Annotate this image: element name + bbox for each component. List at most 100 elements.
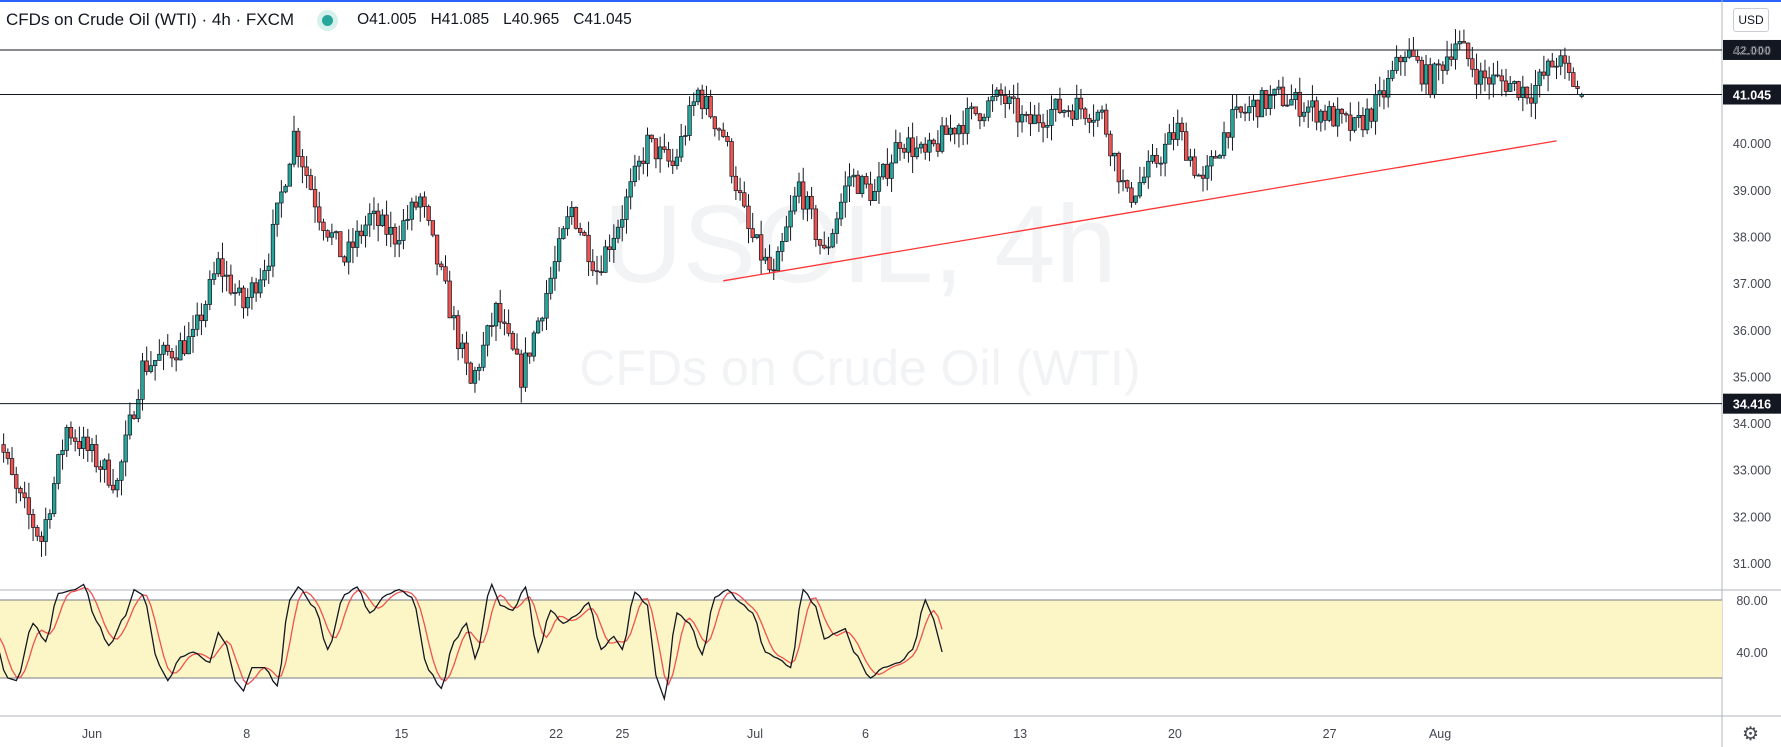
market-status-icon: [322, 14, 334, 26]
candle-up: [788, 210, 793, 228]
candle-up: [876, 176, 882, 192]
candle-down: [716, 128, 722, 131]
time-tick-label: 13: [1013, 727, 1027, 741]
candle-down: [1566, 62, 1572, 73]
candle-up: [405, 218, 410, 221]
candle-up: [628, 181, 633, 198]
candle-up: [1099, 109, 1105, 113]
candle-down: [1108, 133, 1113, 157]
candle-up: [119, 461, 124, 481]
candle-down: [1562, 55, 1568, 64]
candle-up: [645, 134, 650, 164]
candle-up: [939, 125, 945, 152]
candle-down: [1550, 60, 1555, 68]
candle-down: [489, 325, 494, 327]
time-tick-label: 22: [549, 727, 563, 741]
candle-up: [843, 185, 848, 203]
price-tick-label: 35.000: [1733, 370, 1771, 384]
time-tick-label: 6: [862, 727, 869, 741]
candle-up: [136, 398, 141, 419]
candle-up: [485, 325, 490, 346]
candle-down: [510, 332, 515, 350]
candle-down: [68, 427, 74, 439]
candle-up: [224, 274, 229, 277]
candle-up: [1491, 74, 1496, 85]
price-tick-label: 33.000: [1733, 464, 1771, 478]
gear-icon[interactable]: ⚙: [1742, 724, 1760, 745]
candle-up: [270, 223, 276, 267]
open-value: O41.005: [357, 11, 417, 28]
candle-up: [1230, 109, 1235, 138]
candle-down: [1440, 64, 1446, 71]
candle-down: [220, 258, 225, 277]
candle-down: [359, 230, 364, 237]
candle-up: [687, 105, 692, 136]
candle-down: [573, 207, 579, 229]
candle-up: [1141, 176, 1147, 183]
candle-down: [700, 89, 705, 110]
candle-up: [64, 427, 69, 451]
candle-up: [451, 315, 457, 319]
candle-up: [291, 130, 297, 165]
candle-up: [792, 195, 797, 212]
candle-down: [1003, 95, 1008, 105]
candle-up: [401, 220, 406, 241]
candle-up: [561, 228, 566, 240]
candle-up: [1158, 162, 1164, 165]
candle-up: [123, 434, 128, 463]
currency-button[interactable]: USD: [1733, 8, 1769, 32]
candle-up: [1133, 195, 1138, 203]
candle-up: [186, 336, 191, 355]
candle-down: [607, 246, 612, 250]
candle-down: [1482, 70, 1488, 79]
candle-up: [1188, 156, 1193, 161]
candle-up: [1074, 97, 1079, 120]
level-label: 34.416: [1733, 398, 1771, 412]
candle-down: [413, 201, 419, 208]
candle-up: [556, 238, 562, 262]
candle-down: [1280, 86, 1286, 107]
candle-down: [935, 143, 941, 152]
candle-up: [1019, 114, 1025, 123]
candle-up: [918, 143, 924, 149]
candle-down: [182, 340, 187, 355]
candle-up: [611, 237, 616, 250]
candle-up: [704, 95, 709, 110]
oscillator-tick-label: 40.00: [1736, 646, 1767, 660]
candle-down: [1263, 90, 1269, 109]
candle-down: [468, 362, 473, 384]
candle-up: [552, 261, 558, 279]
candle-down: [1415, 56, 1420, 61]
candle-up: [1453, 43, 1458, 60]
candle-down: [1436, 63, 1441, 66]
symbol-title[interactable]: CFDs on Crude Oil (WTI) · 4h · FXCM: [6, 10, 295, 29]
candle-down: [952, 127, 957, 135]
candle-up: [805, 195, 810, 210]
candle-up: [615, 226, 621, 239]
candle-down: [30, 514, 36, 528]
candle-up: [1373, 94, 1378, 122]
candle-down: [338, 231, 343, 258]
candle-up: [1402, 56, 1408, 63]
candle-down: [317, 206, 322, 223]
candle-up: [927, 139, 932, 153]
candle-up: [397, 240, 402, 245]
candle-up: [287, 163, 292, 187]
candle-up: [1095, 111, 1100, 121]
candle-up: [775, 251, 781, 271]
candle-up: [1545, 60, 1551, 76]
candle-down: [1200, 174, 1206, 179]
candle-up: [1247, 106, 1252, 114]
level-label: 41.045: [1733, 89, 1771, 103]
candle-up: [674, 156, 680, 166]
candle-down: [1499, 75, 1504, 82]
candle-up: [838, 201, 844, 220]
candle-down: [973, 106, 978, 115]
candle-down: [321, 221, 326, 232]
candle-down: [817, 239, 823, 246]
candle-up: [531, 332, 537, 357]
candle-down: [931, 139, 936, 145]
candle-down: [1297, 91, 1302, 117]
candle-up: [81, 436, 86, 449]
